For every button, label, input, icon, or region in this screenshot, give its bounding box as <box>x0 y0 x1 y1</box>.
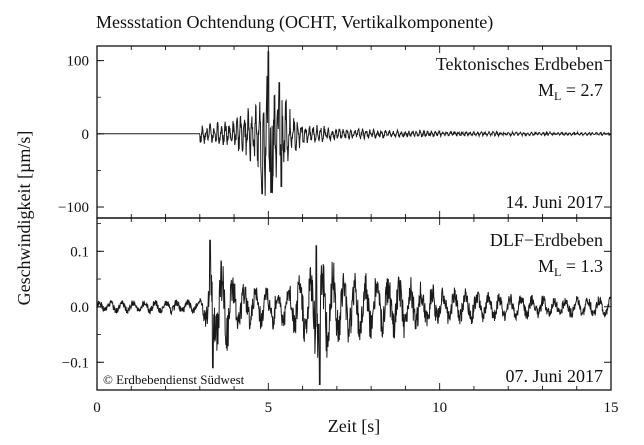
y-tick-label-1-0: 0.1 <box>70 244 89 260</box>
bottom-plot-frame <box>96 217 612 391</box>
copyright-label: © Erdbebendienst Südwest <box>103 372 245 387</box>
bottom-seismogram-trace <box>96 239 612 385</box>
y-tick-label-1-2: −0.1 <box>62 355 89 371</box>
y-tick-label-1-1: 0.0 <box>70 300 89 316</box>
bottom-magnitude-label: ML = 1.3 <box>538 256 603 279</box>
y-tick-label-0-0: 100 <box>67 54 90 70</box>
x-tick-label-5: 5 <box>265 400 273 416</box>
top-event-label: Tektonisches Erdbeben <box>436 54 603 74</box>
y-tick-label-0-2: −100 <box>58 200 89 216</box>
x-axis-label: Zeit [s] <box>328 416 380 436</box>
x-tick-label-10: 10 <box>432 400 447 416</box>
top-date-label: 14. Juni 2017 <box>505 192 603 212</box>
figure-title: Messstation Ochtendung (OCHT, Vertikalko… <box>96 12 493 33</box>
y-axis-label: Geschwindigkeit [µm/s] <box>14 131 34 306</box>
x-tick-label-0: 0 <box>93 400 101 416</box>
x-tick-label-15: 15 <box>604 400 619 416</box>
bottom-event-label: DLF−Erdbeben <box>490 230 603 250</box>
bottom-y-ticks: 0.1 0.0 −0.1 <box>62 223 611 371</box>
top-seismogram-trace <box>97 51 612 196</box>
top-magnitude-label: ML = 2.7 <box>538 80 603 103</box>
bottom-date-label: 07. Juni 2017 <box>505 366 603 386</box>
y-tick-label-0-1: 0 <box>82 127 90 143</box>
x-axis-ticks: 0 5 10 15 <box>93 46 619 416</box>
panel-bottom: 0.1 0.0 −0.1 DLF−Erdbeben ML = 1.3 07. Jun… <box>62 217 612 391</box>
